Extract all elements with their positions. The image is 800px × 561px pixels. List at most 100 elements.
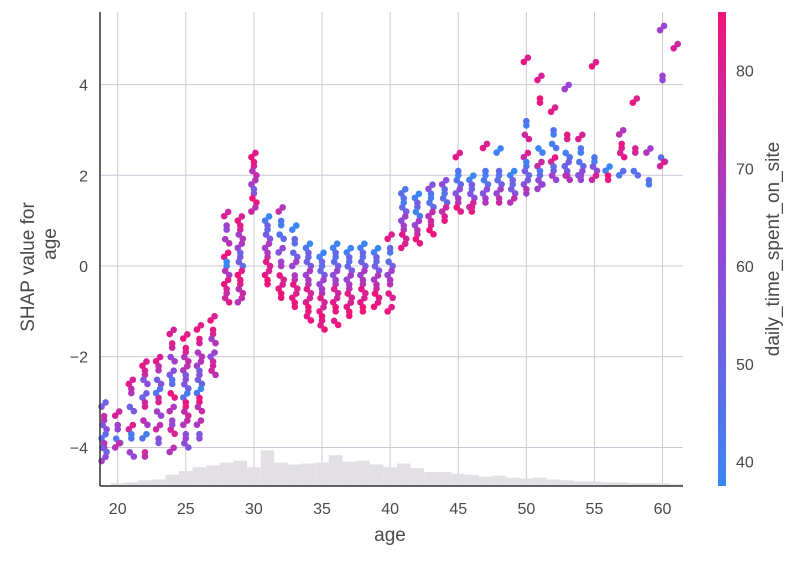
data-point (306, 267, 314, 275)
data-point (153, 408, 161, 415)
data-point (615, 171, 623, 179)
data-point (275, 208, 282, 215)
histogram-bar (219, 462, 234, 486)
data-point (207, 353, 214, 361)
data-point (506, 171, 514, 179)
data-point (602, 167, 609, 175)
data-point (102, 399, 109, 406)
data-point (238, 213, 246, 220)
data-point (279, 281, 286, 288)
data-point (316, 280, 323, 288)
data-point (483, 185, 491, 193)
data-point (592, 172, 600, 179)
data-point (182, 399, 190, 406)
data-point (102, 453, 109, 461)
data-point (167, 353, 174, 361)
colorbar-tick-label: 50 (736, 357, 754, 374)
data-point (479, 144, 487, 152)
data-point (493, 190, 500, 197)
data-point (156, 385, 164, 393)
data-point (457, 208, 465, 215)
histogram-bar (519, 478, 534, 486)
data-point (262, 231, 270, 238)
data-point (439, 195, 447, 202)
data-point (509, 176, 517, 184)
data-point (252, 149, 259, 157)
data-point (550, 126, 557, 134)
data-point (524, 176, 532, 184)
data-point (520, 153, 528, 161)
data-point (126, 403, 134, 411)
data-point (329, 271, 337, 279)
data-point (152, 389, 160, 397)
data-point (561, 85, 569, 93)
data-point (659, 72, 666, 80)
data-point (550, 163, 557, 170)
y-axis-label-line1: SHAP value for (18, 202, 39, 332)
data-point (577, 172, 585, 179)
data-point (111, 412, 119, 419)
histogram-bar (451, 473, 466, 486)
data-point (536, 167, 544, 175)
histogram-bar (396, 463, 411, 486)
data-point (552, 144, 560, 152)
data-point (305, 303, 312, 311)
data-point (429, 208, 436, 216)
data-point (265, 213, 273, 220)
data-point (170, 367, 177, 374)
data-point (261, 244, 269, 252)
data-point (152, 357, 160, 365)
data-point (156, 421, 164, 429)
data-point (264, 276, 271, 284)
histogram-bar (478, 476, 493, 486)
data-point (320, 303, 327, 311)
data-point (277, 258, 285, 266)
data-point (182, 430, 190, 438)
data-point (330, 258, 338, 266)
data-point (193, 389, 201, 397)
data-point (415, 190, 423, 198)
data-point (182, 371, 190, 379)
histogram-bar (574, 481, 588, 486)
data-point (221, 235, 229, 243)
y-axis-ticks: −4 −2 0 2 4 (70, 78, 88, 458)
data-point (235, 258, 243, 266)
data-point (438, 208, 446, 215)
y-tick-label: 0 (79, 259, 88, 276)
data-point (276, 231, 283, 238)
data-point (633, 95, 641, 102)
data-point (111, 444, 119, 451)
data-point (588, 176, 596, 184)
data-point (212, 371, 219, 379)
data-point (143, 390, 150, 397)
data-point (317, 267, 324, 275)
x-tick-label: 60 (654, 501, 672, 518)
data-point (632, 145, 639, 152)
data-point (156, 353, 164, 361)
data-point (361, 240, 368, 247)
data-point (291, 235, 299, 243)
x-axis-ticks: 20 25 30 35 40 45 50 55 60 (109, 501, 672, 518)
data-point (126, 449, 134, 456)
data-point (193, 362, 201, 370)
data-point (425, 185, 432, 193)
histogram-bar (505, 477, 520, 486)
histogram-bar (655, 483, 670, 486)
data-point (482, 195, 489, 202)
data-point (345, 308, 353, 316)
data-point (168, 376, 176, 384)
data-point (171, 430, 178, 438)
histogram-bar (465, 474, 479, 486)
data-point (412, 208, 420, 216)
data-point (330, 285, 338, 293)
histogram-bar (328, 455, 343, 486)
data-point (454, 195, 462, 202)
data-point (193, 326, 201, 333)
data-point (184, 390, 191, 397)
data-point (141, 449, 149, 456)
data-point (563, 131, 571, 139)
data-point (565, 81, 573, 89)
data-point (225, 298, 233, 306)
data-point (166, 448, 173, 456)
data-point (495, 167, 503, 175)
